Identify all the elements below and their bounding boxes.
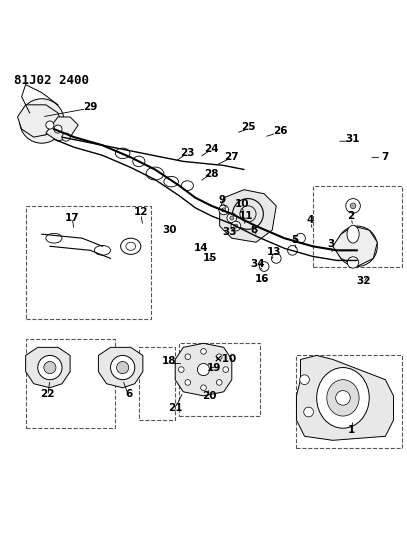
Ellipse shape [348,257,359,268]
Text: 33: 33 [223,227,237,237]
Ellipse shape [133,156,145,167]
Text: 32: 32 [356,276,370,286]
Ellipse shape [346,199,360,213]
Ellipse shape [336,391,350,405]
Ellipse shape [146,167,164,180]
Ellipse shape [20,99,64,143]
Ellipse shape [288,246,297,255]
Ellipse shape [234,224,238,228]
Polygon shape [18,105,62,137]
Text: 15: 15 [202,253,217,263]
Text: 29: 29 [83,102,98,112]
Text: 30: 30 [162,225,176,235]
Polygon shape [175,343,232,396]
Ellipse shape [222,208,226,212]
Ellipse shape [219,205,229,215]
Text: 26: 26 [273,126,288,136]
Ellipse shape [44,361,56,374]
Text: 81J02 2400: 81J02 2400 [13,75,88,87]
Ellipse shape [181,181,193,190]
Text: 21: 21 [168,403,182,413]
Text: 11: 11 [239,211,253,221]
Text: 5: 5 [291,235,298,245]
Text: 22: 22 [41,389,55,399]
Ellipse shape [201,349,206,354]
Ellipse shape [350,203,356,209]
Ellipse shape [345,234,369,259]
Ellipse shape [347,225,359,243]
Text: 20: 20 [202,391,217,401]
Polygon shape [220,190,276,242]
Ellipse shape [62,133,70,141]
Ellipse shape [120,238,141,254]
Text: 28: 28 [204,168,219,179]
Polygon shape [26,348,70,388]
Text: 4: 4 [307,215,314,225]
Ellipse shape [116,361,129,374]
Polygon shape [98,348,143,388]
Ellipse shape [185,354,190,360]
Ellipse shape [317,368,369,428]
Ellipse shape [227,213,236,223]
Ellipse shape [271,254,281,263]
Ellipse shape [115,148,130,159]
Text: 12: 12 [133,207,148,217]
Ellipse shape [337,226,377,266]
Ellipse shape [46,233,62,243]
Text: 7: 7 [382,152,389,163]
Text: 19: 19 [206,362,221,373]
Text: 25: 25 [241,122,255,132]
Text: 2: 2 [348,211,354,221]
Ellipse shape [185,379,190,385]
Ellipse shape [126,242,136,251]
Text: 3: 3 [327,239,335,249]
Text: 34: 34 [251,260,265,270]
Ellipse shape [259,262,269,271]
Ellipse shape [327,379,359,416]
Text: ×10: ×10 [214,354,237,365]
Ellipse shape [217,379,222,385]
Text: 14: 14 [194,243,209,253]
Ellipse shape [217,354,222,360]
Text: 27: 27 [225,152,239,163]
Polygon shape [333,226,377,266]
Ellipse shape [54,125,62,133]
Ellipse shape [223,367,229,373]
Ellipse shape [164,176,178,187]
Ellipse shape [300,375,309,384]
Text: 6: 6 [125,389,132,399]
Ellipse shape [231,221,241,231]
Polygon shape [296,356,394,440]
Text: 9: 9 [218,195,225,205]
Ellipse shape [28,107,56,135]
Text: 16: 16 [255,273,269,284]
Ellipse shape [304,407,313,417]
Ellipse shape [201,385,206,391]
Ellipse shape [295,233,305,243]
Ellipse shape [94,246,111,255]
Ellipse shape [111,356,135,379]
Polygon shape [46,117,78,141]
Ellipse shape [230,216,234,220]
Text: 23: 23 [180,148,195,158]
Text: 17: 17 [65,213,79,223]
Ellipse shape [38,356,62,379]
Text: 1: 1 [348,425,354,435]
Text: 18: 18 [162,357,176,367]
Ellipse shape [178,367,184,373]
Text: 13: 13 [267,247,282,257]
Ellipse shape [197,364,210,376]
Text: 10: 10 [235,199,249,209]
Text: 8: 8 [250,225,258,235]
Text: 24: 24 [204,144,219,154]
Text: 31: 31 [346,134,360,144]
Ellipse shape [46,121,54,129]
